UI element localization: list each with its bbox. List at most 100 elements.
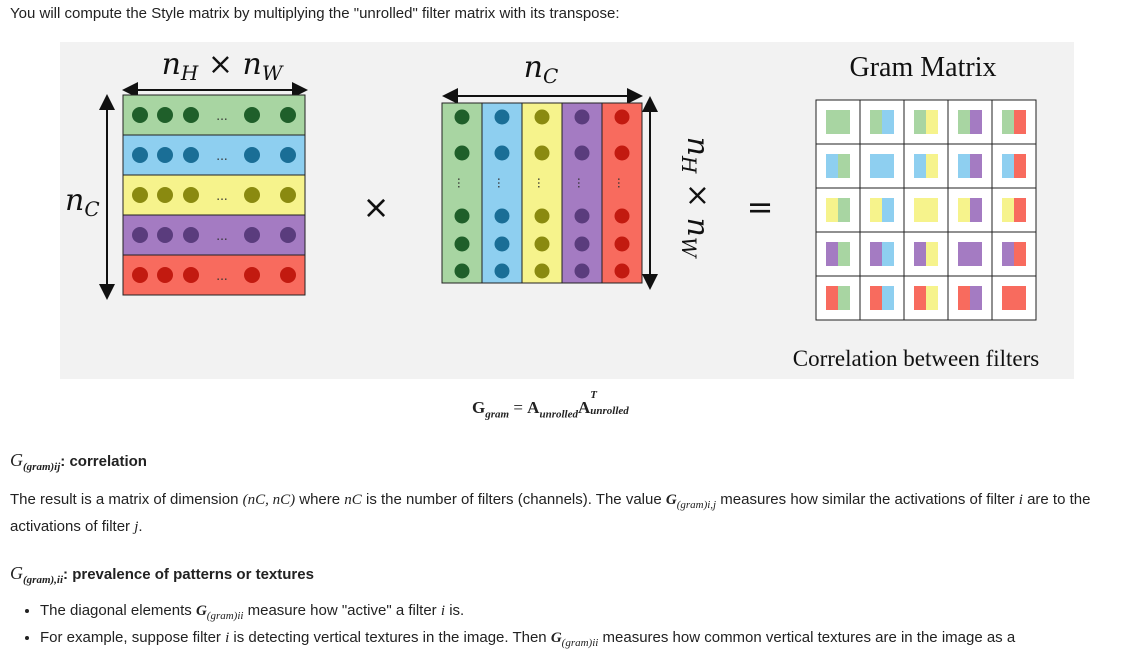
gram-swatch-left <box>914 286 926 310</box>
activation-dot <box>454 145 470 161</box>
gram-cell <box>947 187 993 233</box>
gram-swatch-right <box>882 110 894 134</box>
activation-dot <box>534 208 550 224</box>
gram-swatch-right <box>1014 198 1026 222</box>
activation-dot <box>183 187 199 203</box>
activation-dot <box>132 227 148 243</box>
para-text-4: measures how similar the activations of … <box>716 491 1019 508</box>
formula-g: G <box>472 398 486 417</box>
unrolled-matrix: ............... <box>122 94 306 296</box>
filter-column <box>481 102 523 284</box>
activation-dot <box>494 236 510 252</box>
gram-swatch <box>914 198 938 222</box>
formula-equals: = <box>513 398 523 417</box>
gram-swatch-left <box>826 286 838 310</box>
activation-dot <box>614 263 630 279</box>
heading1-symbol: G <box>10 450 23 470</box>
gram-swatch-left <box>1002 242 1014 266</box>
activation-dot <box>244 187 260 203</box>
gram-swatch-right <box>970 110 982 134</box>
ellipsis: ... <box>216 189 227 203</box>
para-dim: (nC, nC) <box>242 492 296 508</box>
ellipsis: ... <box>216 109 227 123</box>
transposed-matrix: ............... <box>441 102 643 284</box>
b2-text-c: measures how common vertical textures ar… <box>598 629 1016 646</box>
times-symbol: × <box>363 188 390 226</box>
gram-swatch-left <box>870 198 882 222</box>
activation-dot <box>614 109 630 125</box>
activation-dot <box>454 236 470 252</box>
style-matrix-figure: nH × nW nC ............... × nC ........… <box>60 42 1074 379</box>
activation-dot <box>132 187 148 203</box>
bullet-list: The diagonal elements G(gram)ii measure … <box>10 600 1133 654</box>
filter-row <box>122 94 306 136</box>
activation-dot <box>494 145 510 161</box>
activation-dot <box>614 145 630 161</box>
ellipsis: ... <box>575 177 589 188</box>
para-i: i <box>1018 492 1023 508</box>
gram-swatch-left <box>1002 110 1014 134</box>
activation-dot <box>183 227 199 243</box>
intro-text: You will compute the Style matrix by mul… <box>10 5 620 22</box>
heading2-symbol: G <box>10 563 23 583</box>
gram-swatch-left <box>914 242 926 266</box>
activation-dot <box>132 147 148 163</box>
activation-dot <box>494 263 510 279</box>
ellipsis: ... <box>216 229 227 243</box>
bullet-item: The diagonal elements G(gram)ii measure … <box>40 600 1133 627</box>
gram-title: Gram Matrix <box>850 52 997 83</box>
gram-swatch-left <box>958 110 970 134</box>
gram-swatch-left <box>870 242 882 266</box>
gram-swatch-left <box>958 154 970 178</box>
activation-dot <box>280 187 296 203</box>
activation-dot <box>157 107 173 123</box>
label-nh-nw-rotated: nH × nW <box>677 137 715 259</box>
filter-column <box>521 102 563 284</box>
gram-swatch-right <box>882 242 894 266</box>
activation-dot <box>157 147 173 163</box>
b2-i: i <box>225 630 230 646</box>
gram-swatch-right <box>838 154 850 178</box>
equals-symbol: = <box>747 188 774 226</box>
b1-text-b: measure how "active" a filter <box>243 602 441 619</box>
gram-swatch <box>870 154 894 178</box>
activation-dot <box>494 208 510 224</box>
filter-row <box>122 254 306 296</box>
b2-text-a: For example, suppose filter <box>40 629 226 646</box>
activation-dot <box>614 208 630 224</box>
b1-text-a: The diagonal elements <box>40 602 196 619</box>
activation-dot <box>157 227 173 243</box>
filter-column <box>441 102 483 284</box>
activation-dot <box>244 267 260 283</box>
activation-dot <box>183 267 199 283</box>
activation-dot <box>534 263 550 279</box>
activation-dot <box>244 227 260 243</box>
b1-i: i <box>440 603 446 619</box>
gram-swatch-right <box>1014 110 1026 134</box>
ellipsis: ... <box>535 177 549 188</box>
activation-dot <box>534 145 550 161</box>
para-g: G <box>665 492 677 508</box>
gram-swatch-right <box>838 242 850 266</box>
label-nh-nw: nH × nW <box>162 47 284 85</box>
activation-dot <box>183 147 199 163</box>
para-j: j <box>134 519 139 535</box>
ellipsis: ... <box>216 149 227 163</box>
b1-sub: (gram)ii <box>206 610 244 622</box>
b1-text-c: is. <box>445 602 465 619</box>
prevalence-heading: G(gram),ii: prevalence of patterns or te… <box>10 563 314 586</box>
ellipsis: ... <box>615 177 629 188</box>
gram-swatch-left <box>914 110 926 134</box>
formula-a-sub: unrolled <box>539 408 578 421</box>
activation-dot <box>183 107 199 123</box>
activation-dot <box>280 267 296 283</box>
gram-swatch-left <box>958 286 970 310</box>
gram-swatch-right <box>926 286 938 310</box>
para-text-5: are to the activations of filter <box>10 491 1091 535</box>
label-nc-top: nC <box>524 50 559 88</box>
label-nc-left: nC <box>65 183 100 221</box>
activation-dot <box>574 236 590 252</box>
gram-swatch-right <box>838 286 850 310</box>
gram-formula: Ggram = AunrolledA T unrolled <box>472 389 650 421</box>
heading2-symbol-sub: (gram),ii <box>23 574 64 586</box>
